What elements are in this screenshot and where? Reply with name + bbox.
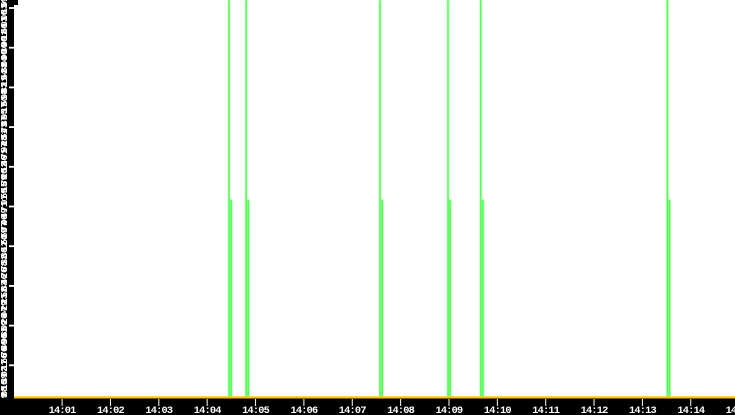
svg-text:14:11: 14:11 <box>532 405 560 415</box>
svg-text:14:08: 14:08 <box>387 405 415 415</box>
svg-text:14:07: 14:07 <box>339 405 367 415</box>
svg-text:14:14: 14:14 <box>677 405 705 415</box>
svg-text:14:15: 14:15 <box>726 405 735 415</box>
svg-text:14:12: 14:12 <box>581 405 609 415</box>
svg-text:14:04: 14:04 <box>194 405 222 415</box>
svg-text:14:01: 14:01 <box>49 405 77 415</box>
svg-text:14:06: 14:06 <box>290 405 318 415</box>
svg-text:14:10: 14:10 <box>484 405 512 415</box>
svg-text:14:02: 14:02 <box>97 405 125 415</box>
svg-text:14:03: 14:03 <box>145 405 173 415</box>
svg-text:14:09: 14:09 <box>436 405 464 415</box>
svg-text:14:05: 14:05 <box>242 405 270 415</box>
svg-text:14:13: 14:13 <box>629 405 657 415</box>
